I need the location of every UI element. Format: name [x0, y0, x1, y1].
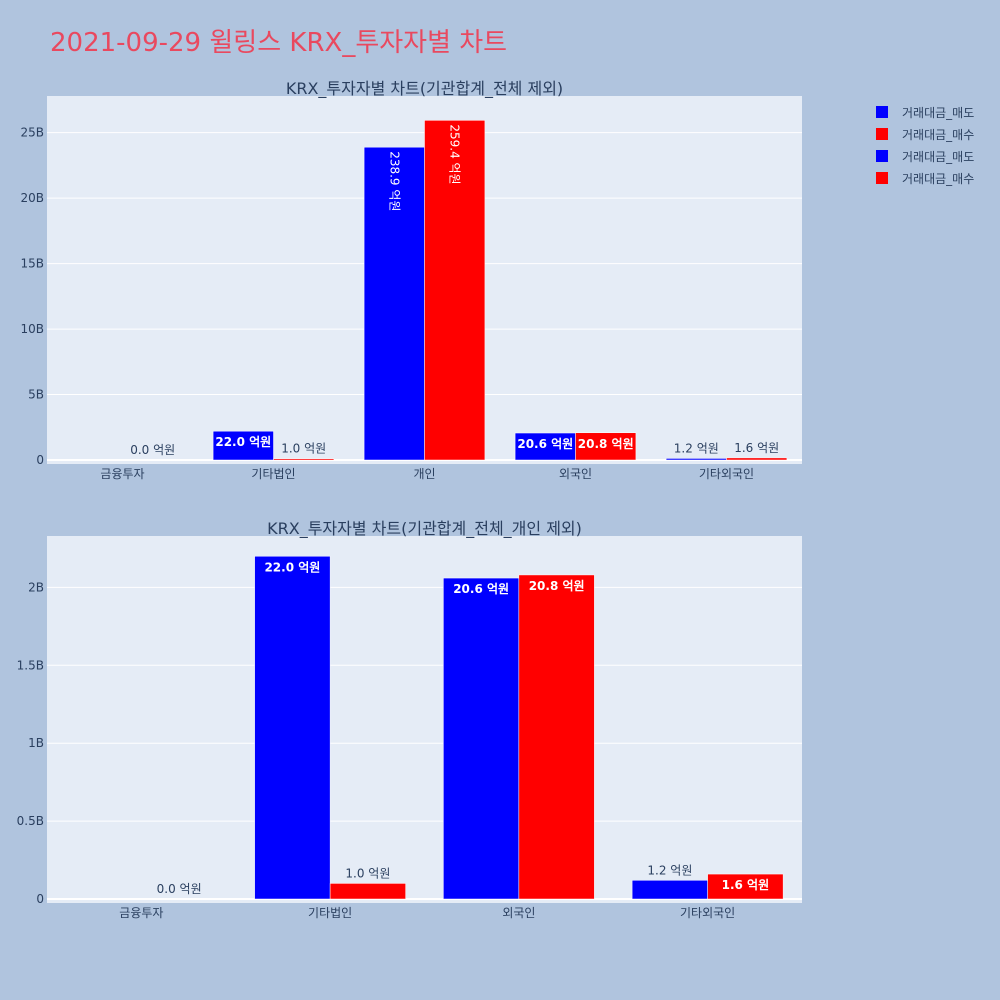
data-label: 1.6 억원: [734, 441, 779, 455]
bar-sell: [212, 430, 274, 461]
x-tick-label: 기타외국인: [680, 906, 735, 920]
bar-sell: [254, 556, 331, 900]
bar-buy: [329, 883, 406, 900]
data-label: 1.2 억원: [647, 863, 692, 877]
bar-sell: [665, 458, 727, 461]
data-label: 22.0 억원: [215, 435, 271, 449]
legend-swatch: [876, 172, 888, 184]
x-tick-label: 기타외국인: [699, 467, 754, 481]
y-tick-label: 1.5B: [17, 658, 44, 672]
x-tick-label: 기타법인: [251, 467, 295, 481]
bar-buy: [575, 432, 637, 461]
x-tick-label: 금융투자: [100, 467, 144, 481]
data-label: 259.4 억원: [448, 124, 462, 184]
bar-sell: [363, 146, 425, 461]
legend-label: 거래대금_매도: [902, 106, 974, 120]
bar-sell: [631, 880, 708, 900]
y-tick-label: 0: [36, 453, 44, 467]
data-label: 22.0 억원: [264, 560, 320, 574]
data-label: 1.0 억원: [281, 442, 326, 456]
legend-swatch: [876, 150, 888, 162]
data-label: 20.6 억원: [517, 437, 573, 451]
data-label: 20.8 억원: [529, 579, 585, 593]
bar-sell: [514, 432, 576, 461]
chart-title: KRX_투자자별 차트(기관합계_전체 제외): [286, 79, 563, 99]
figure-title: 2021-09-29 윌링스 KRX_투자자별 차트: [50, 28, 508, 58]
x-tick-label: 기타법인: [308, 906, 352, 920]
y-tick-label: 15B: [20, 257, 44, 271]
bar-sell: [443, 577, 520, 900]
legend-label: 거래대금_매수: [902, 128, 974, 142]
y-tick-label: 20B: [20, 191, 44, 205]
data-label: 238.9 억원: [387, 151, 401, 211]
x-tick-label: 외국인: [502, 906, 535, 920]
x-tick-label: 개인: [413, 467, 435, 481]
legend-swatch: [876, 128, 888, 140]
data-label: 0.0 억원: [157, 882, 202, 896]
bar-buy: [707, 873, 784, 900]
y-tick-label: 0.5B: [17, 814, 44, 828]
bar-buy: [518, 574, 595, 900]
data-label: 0.0 억원: [130, 443, 175, 457]
x-tick-label: 외국인: [559, 467, 592, 481]
bar-buy: [424, 120, 486, 461]
legend-label: 거래대금_매수: [902, 172, 974, 186]
y-tick-label: 25B: [20, 126, 44, 140]
plot-area-2: [47, 536, 802, 903]
y-tick-label: 0: [36, 892, 44, 906]
legend-swatch: [876, 106, 888, 118]
y-tick-label: 10B: [20, 322, 44, 336]
y-tick-label: 5B: [28, 388, 44, 402]
data-label: 1.2 억원: [674, 441, 719, 455]
x-tick-label: 금융투자: [119, 906, 163, 920]
bar-buy: [273, 458, 335, 461]
legend-label: 거래대금_매도: [902, 150, 974, 164]
bar-buy: [726, 457, 788, 461]
data-label: 1.6 억원: [722, 878, 770, 892]
data-label: 1.0 억원: [345, 866, 390, 880]
data-label: 20.6 억원: [453, 582, 509, 596]
y-tick-label: 2B: [28, 580, 44, 594]
y-tick-label: 1B: [28, 736, 44, 750]
data-label: 20.8 억원: [578, 437, 634, 451]
chart-title: KRX_투자자별 차트(기관합계_전체_개인 제외): [267, 519, 582, 539]
